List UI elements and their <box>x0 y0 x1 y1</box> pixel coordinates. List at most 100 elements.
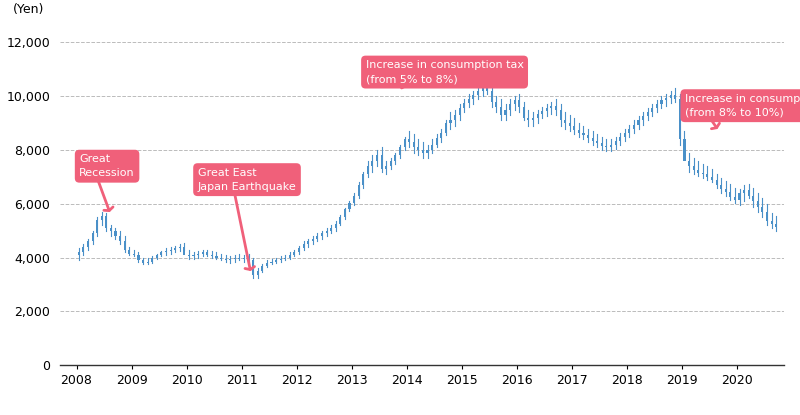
Bar <box>257 271 259 275</box>
Bar <box>468 99 470 103</box>
Text: Increase in consumption tax
(from 5% to 8%): Increase in consumption tax (from 5% to … <box>366 60 523 84</box>
Bar <box>339 217 342 224</box>
Bar <box>371 161 374 166</box>
Bar <box>450 120 451 123</box>
Bar <box>312 239 314 242</box>
Bar <box>715 180 718 185</box>
Bar <box>614 141 617 145</box>
Bar <box>280 259 282 260</box>
Bar <box>408 139 410 142</box>
Bar <box>706 174 709 177</box>
Bar <box>394 156 397 161</box>
Bar <box>215 256 218 258</box>
Bar <box>110 228 112 231</box>
Bar <box>431 145 433 150</box>
Bar <box>234 258 236 259</box>
Bar <box>367 166 369 174</box>
Bar <box>454 115 456 120</box>
Bar <box>472 95 474 99</box>
Bar <box>413 142 414 147</box>
Bar <box>505 110 506 115</box>
Bar <box>151 258 154 262</box>
Bar <box>688 161 690 166</box>
Bar <box>225 259 226 260</box>
Bar <box>564 120 566 123</box>
Bar <box>678 99 681 139</box>
Bar <box>752 196 754 201</box>
Bar <box>358 185 360 196</box>
Bar <box>495 102 498 107</box>
Bar <box>651 108 654 112</box>
Bar <box>376 156 378 161</box>
Bar <box>302 244 305 248</box>
Bar <box>633 124 635 129</box>
Text: Increase in consumption tax
(from 8% to 10%): Increase in consumption tax (from 8% to … <box>685 94 800 118</box>
Bar <box>665 98 667 100</box>
Bar <box>624 132 626 137</box>
Bar <box>403 139 406 147</box>
Bar <box>734 197 736 200</box>
Bar <box>330 228 332 231</box>
Bar <box>381 156 382 169</box>
Bar <box>298 248 300 252</box>
Bar <box>555 106 557 110</box>
Bar <box>156 255 158 258</box>
Bar <box>385 166 387 169</box>
Bar <box>266 263 268 266</box>
Bar <box>720 185 722 189</box>
Bar <box>252 260 254 275</box>
Bar <box>661 100 662 104</box>
Bar <box>596 141 598 143</box>
Bar <box>477 91 479 95</box>
Bar <box>642 117 644 120</box>
Bar <box>138 255 139 260</box>
Bar <box>284 258 286 259</box>
Bar <box>197 254 199 255</box>
Bar <box>206 252 208 255</box>
Bar <box>247 258 250 260</box>
Bar <box>270 262 273 263</box>
Bar <box>628 129 630 132</box>
Bar <box>546 108 548 111</box>
Bar <box>619 137 622 141</box>
Bar <box>463 103 466 108</box>
Bar <box>711 177 713 180</box>
Bar <box>316 236 318 239</box>
Bar <box>262 266 263 271</box>
Bar <box>569 123 570 126</box>
Bar <box>578 130 580 132</box>
Bar <box>362 174 364 185</box>
Bar <box>418 147 419 150</box>
Text: Great East
Japan Earthquake: Great East Japan Earthquake <box>198 168 296 192</box>
Bar <box>440 132 442 138</box>
Bar <box>220 258 222 259</box>
Bar <box>91 233 94 242</box>
Bar <box>574 126 575 130</box>
Bar <box>183 247 186 255</box>
Bar <box>160 252 162 255</box>
Bar <box>550 106 553 108</box>
Bar <box>202 252 204 254</box>
Text: (Yen): (Yen) <box>13 2 44 16</box>
Bar <box>353 196 355 203</box>
Bar <box>638 120 639 124</box>
Bar <box>114 231 117 236</box>
Bar <box>243 258 245 259</box>
Bar <box>165 251 167 252</box>
Bar <box>527 118 530 120</box>
Bar <box>193 255 194 256</box>
Bar <box>592 138 594 141</box>
Bar <box>458 108 461 115</box>
Bar <box>738 193 741 200</box>
Bar <box>211 255 213 256</box>
Bar <box>101 216 102 220</box>
Bar <box>78 252 80 255</box>
Bar <box>482 88 484 91</box>
Bar <box>344 209 346 217</box>
Bar <box>762 207 763 212</box>
Bar <box>294 252 295 255</box>
Bar <box>730 192 731 197</box>
Bar <box>775 224 778 227</box>
Bar <box>307 242 310 244</box>
Bar <box>128 249 130 254</box>
